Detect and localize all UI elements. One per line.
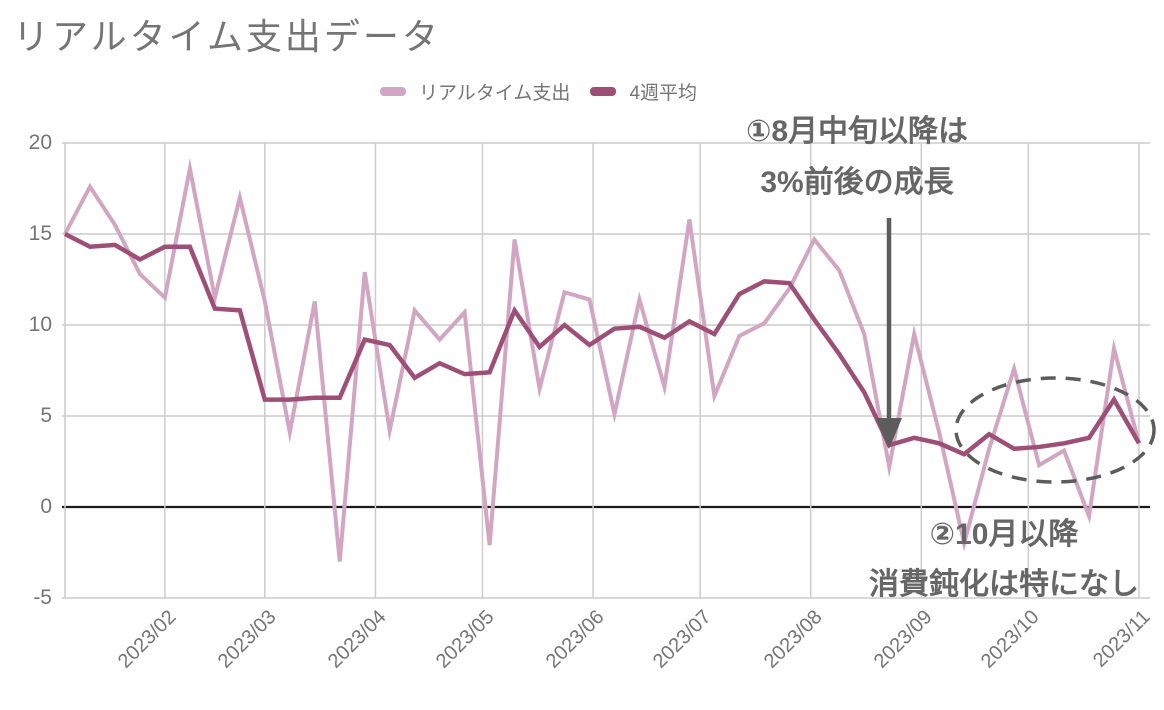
legend: リアルタイム支出 4週平均 (380, 78, 697, 105)
four-week-average-line (63, 231, 1141, 457)
annotation-growth-note-line1: ①8月中旬以降は (745, 115, 969, 148)
annotation-growth-note: ①8月中旬以降は 3%前後の成長 (746, 106, 968, 208)
series-lines (63, 157, 1141, 562)
legend-label-realtime-spending: リアルタイム支出 (419, 82, 571, 104)
gridlines (62, 142, 1150, 599)
annotation-october-note: ②10月以降 消費鈍化は特になし (869, 510, 1139, 610)
y-tick-label: 0 (40, 495, 52, 518)
y-tick-label: 20 (28, 131, 52, 154)
y-tick-label: -5 (33, 586, 52, 609)
annotation-down-arrow (876, 218, 902, 449)
legend-item-four-week-average: 4週平均 (590, 78, 697, 105)
legend-item-realtime-spending: リアルタイム支出 (380, 78, 570, 105)
realtime-spending-line (63, 157, 1141, 562)
chart-title: リアルタイム支出データ (13, 16, 441, 57)
annotation-october-note-line2: 消費鈍化は特になし (869, 568, 1139, 601)
legend-swatch-realtime-spending-icon (380, 86, 406, 96)
y-tick-label: 10 (28, 313, 52, 336)
annotation-growth-note-line2: 3%前後の成長 (760, 166, 954, 199)
annotation-dashed-ellipse (954, 376, 1156, 484)
legend-swatch-four-week-average-icon (590, 86, 617, 96)
legend-label-four-week-average: 4週平均 (629, 82, 698, 104)
y-tick-label: 5 (40, 404, 52, 427)
annotation-october-note-line1: ②10月以降 (929, 518, 1079, 551)
y-tick-label: 15 (28, 222, 52, 245)
